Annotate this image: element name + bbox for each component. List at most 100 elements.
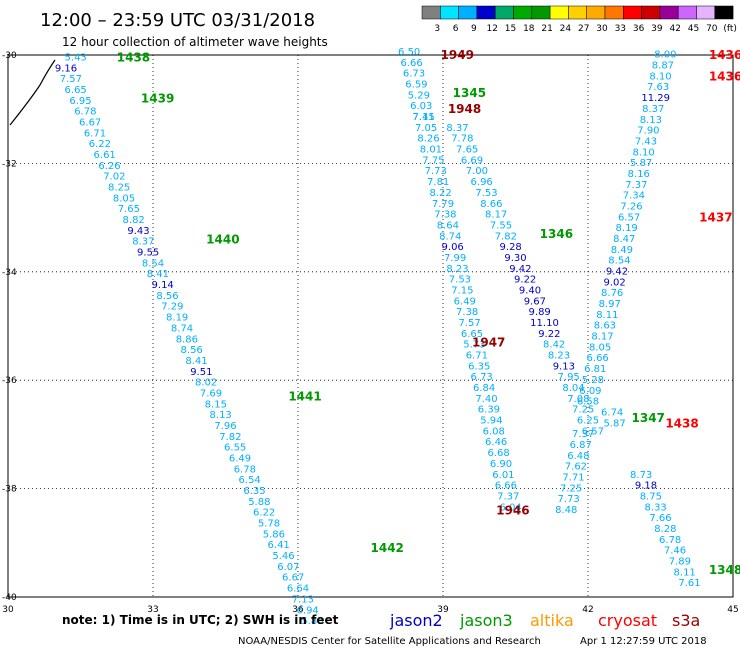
legend-tick-label: 36 bbox=[633, 24, 645, 34]
wave-height-label: 6.04 bbox=[500, 502, 522, 513]
time-label: 1348 bbox=[709, 563, 740, 577]
wave-height-label: 9.22 bbox=[514, 275, 536, 286]
wave-height-label: 8.04 bbox=[562, 383, 584, 394]
wave-height-label: 8.41 bbox=[185, 356, 207, 367]
wave-height-label: 6.55 bbox=[224, 443, 246, 454]
wave-height-label: 8.63 bbox=[594, 321, 616, 332]
wave-height-label: 7.37 bbox=[497, 491, 519, 502]
wave-height-label: 8.48 bbox=[555, 505, 577, 516]
wave-height-label: 9.28 bbox=[500, 242, 522, 253]
legend-swatch bbox=[586, 5, 606, 20]
time-label: 1436 bbox=[709, 48, 740, 62]
wave-height-label: 7.63 bbox=[647, 82, 669, 93]
wave-height-label: 8.02 bbox=[195, 378, 217, 389]
plot-frame bbox=[7, 54, 734, 598]
color-legend: 3 6 9 12 15 18 21 24 27 30 33 36 39 42 45 70 (ft) bbox=[421, 5, 737, 34]
satellite-legend: jason2 jason3 altika cryosat s3a bbox=[389, 611, 700, 630]
wave-height-label: 7.62 bbox=[565, 462, 587, 473]
legend-tick-label: 27 bbox=[578, 24, 589, 34]
wave-height-label: 5.87 bbox=[630, 158, 652, 169]
time-labels: 1438 1439 1440 1441 1442 1948 1947 1946 1345 1346… bbox=[117, 48, 740, 577]
wave-height-label: 8.00 bbox=[654, 50, 676, 61]
y-tick-label: -30 bbox=[2, 51, 17, 61]
wave-height-label: 7.45 bbox=[413, 112, 435, 123]
wave-height-label: 9.89 bbox=[529, 307, 551, 318]
wave-height-label: 7.26 bbox=[620, 201, 642, 212]
wave-height-label: 8.17 bbox=[485, 210, 507, 221]
wave-height-label: 6.57 bbox=[618, 212, 640, 223]
time-label: 1949 bbox=[441, 48, 474, 62]
y-tick-label: -32 bbox=[2, 159, 17, 169]
wave-height-label: 9.43 bbox=[127, 226, 149, 237]
wave-height-label: 9.42 bbox=[509, 264, 531, 275]
wave-height-label: 9.40 bbox=[519, 285, 541, 296]
wave-height-label: 7.66 bbox=[649, 513, 671, 524]
legend-swatch bbox=[494, 5, 514, 20]
wave-height-label: 7.65 bbox=[456, 145, 478, 156]
grid-lines bbox=[8, 55, 733, 597]
wave-height-label: 6.01 bbox=[492, 470, 514, 481]
wave-height-label: 8.82 bbox=[123, 215, 145, 226]
y-tick-label: -38 bbox=[2, 485, 17, 495]
legend-swatch bbox=[476, 5, 496, 20]
wave-height-label: 7.34 bbox=[623, 191, 645, 202]
wave-height-label: 8.15 bbox=[205, 399, 227, 410]
wave-height-label: 7.99 bbox=[444, 253, 466, 264]
wave-height-label: 6.67 bbox=[282, 573, 304, 584]
legend-tick-label: 9 bbox=[471, 24, 477, 34]
time-label: 1438 bbox=[665, 417, 698, 431]
time-label: 1437 bbox=[699, 211, 732, 225]
credit-line: NOAA/NESDIS Center for Satellite Applica… bbox=[238, 636, 541, 647]
legend-tick-label: 30 bbox=[596, 24, 608, 34]
satellite-jason3: jason3 bbox=[459, 611, 513, 630]
wave-height-label: 8.10 bbox=[632, 147, 654, 158]
wave-height-label: 5.83 bbox=[301, 616, 323, 627]
wave-height-label: 6.73 bbox=[403, 69, 425, 80]
wave-height-label: 7.37 bbox=[625, 180, 647, 191]
wave-height-label: 7.95 bbox=[558, 372, 580, 383]
satellite-s3a: s3a bbox=[672, 611, 700, 630]
wave-height-label: 9.06 bbox=[442, 242, 464, 253]
wave-height-label: 6.81 bbox=[584, 364, 606, 375]
wave-height-label: 6.71 bbox=[84, 128, 106, 139]
wave-height-label: 8.33 bbox=[645, 502, 667, 513]
time-label: 1948 bbox=[448, 102, 481, 116]
wave-height-label: 5.78 bbox=[258, 519, 280, 530]
wave-height-label: 6.67 bbox=[79, 117, 101, 128]
legend-swatch bbox=[421, 5, 441, 20]
legend-swatch bbox=[458, 5, 478, 20]
wave-height-label: 6.95 bbox=[69, 96, 91, 107]
wave-height-label: 8.28 bbox=[654, 524, 676, 535]
wave-height-label: 8.47 bbox=[613, 234, 635, 245]
wave-height-label: 7.25 bbox=[560, 483, 582, 494]
legend-tick-label: 24 bbox=[560, 24, 572, 34]
x-tick-label: 33 bbox=[147, 605, 158, 615]
wave-height-label: 6.41 bbox=[268, 540, 290, 551]
wave-height-label: 9.18 bbox=[635, 481, 657, 492]
wave-height-label: 7.82 bbox=[495, 231, 517, 242]
legend-swatch bbox=[696, 5, 716, 20]
wave-height-label: 8.01 bbox=[420, 145, 442, 156]
wave-height-label: 8.23 bbox=[446, 264, 468, 275]
wave-height-label: 7.81 bbox=[427, 177, 449, 188]
wave-height-label: 7.11 bbox=[413, 112, 435, 123]
wave-height-label: 9.51 bbox=[190, 367, 212, 378]
wave-height-label: 6.22 bbox=[89, 139, 111, 150]
legend-swatch bbox=[677, 5, 697, 20]
wave-height-label: 9.42 bbox=[606, 267, 628, 278]
wave-height-label: 7.43 bbox=[635, 136, 657, 147]
wave-height-label: 6.84 bbox=[473, 383, 495, 394]
legend-swatch bbox=[513, 5, 533, 20]
wave-height-label: 8.37 bbox=[446, 123, 468, 134]
wave-height-label: 7.40 bbox=[475, 394, 497, 405]
wave-height-label: 8.22 bbox=[429, 188, 451, 199]
wave-height-label: 7.65 bbox=[118, 204, 140, 215]
wave-height-label: 6.66 bbox=[587, 353, 609, 364]
wave-height-label: 6.66 bbox=[400, 58, 422, 69]
wave-height-label: 8.49 bbox=[611, 245, 633, 256]
wave-height-label: 7.57 bbox=[458, 318, 480, 329]
wave-height-label: 7.71 bbox=[562, 472, 584, 483]
wave-height-label: 6.54 bbox=[239, 475, 261, 486]
wave-height-label: 6.68 bbox=[487, 448, 509, 459]
